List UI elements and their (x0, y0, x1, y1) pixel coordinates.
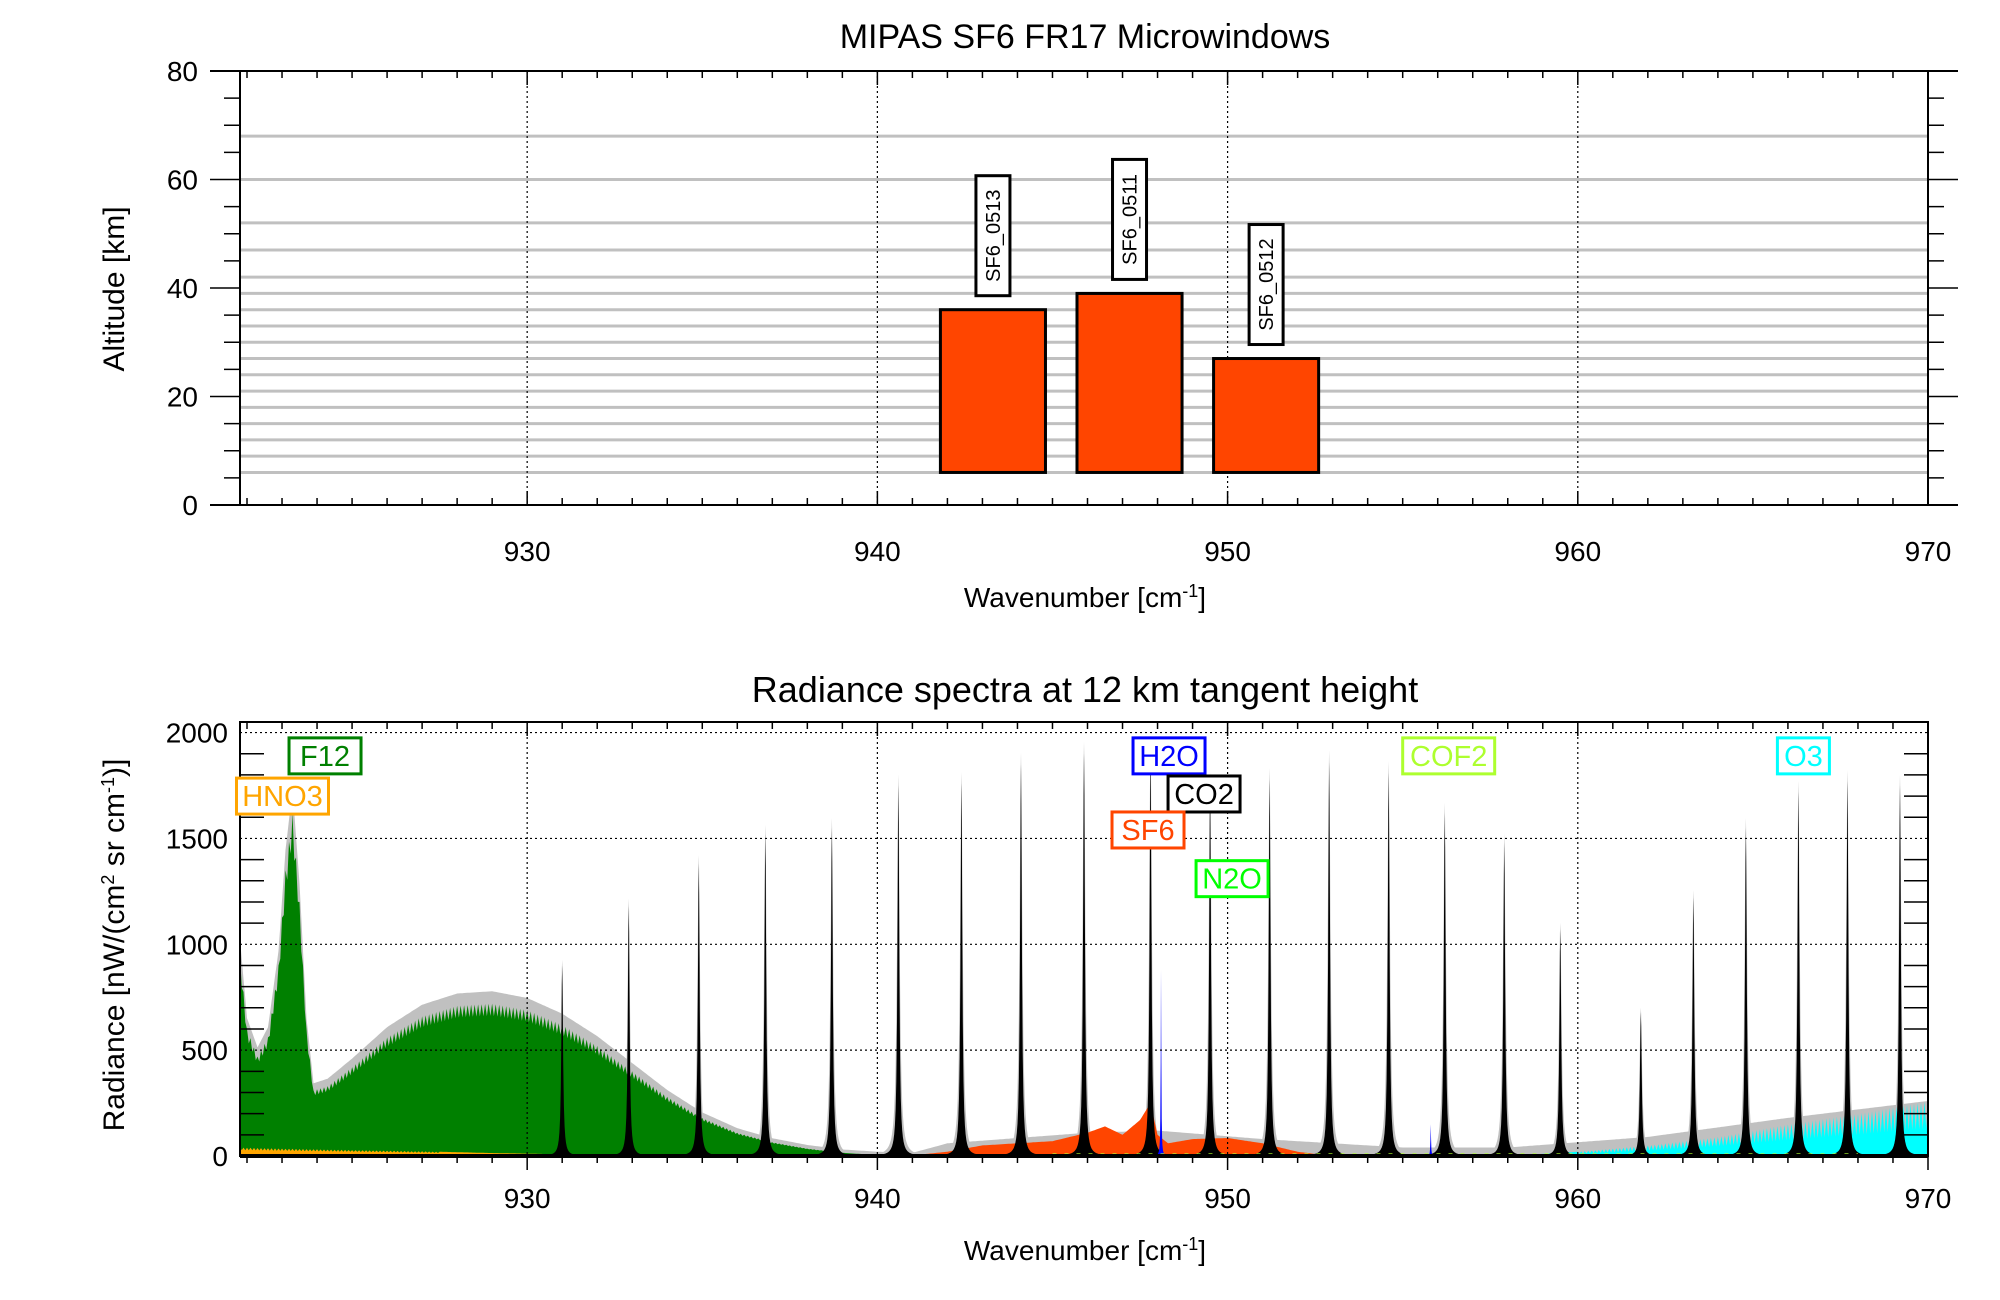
co2-line (1062, 753, 1106, 1156)
x-tick-label: 960 (1554, 536, 1601, 567)
co2-line (1672, 897, 1715, 1156)
co2-line (677, 863, 720, 1156)
co2-line (1367, 772, 1410, 1156)
co2-line (744, 834, 787, 1156)
bottom-grid (240, 722, 1928, 1156)
y-tick-label: 80 (167, 56, 198, 87)
legend-box-co2 (1166, 774, 1242, 814)
co2-line (1189, 783, 1232, 1156)
microwindow-bar (938, 308, 1047, 474)
radiance-series (240, 737, 1928, 1156)
legend-label-hno3: HNO3 (242, 781, 323, 813)
bottom-axis-ticks: 930 940 950 960 970 0 500 1000 1500 2000 (166, 718, 1952, 1214)
top-plot-title: MIPAS SF6 FR17 Microwindows (840, 18, 1331, 56)
microwindow-label-box (1111, 157, 1149, 281)
x-tick-label: 930 (504, 1183, 551, 1214)
y-tick-label: 0 (212, 1141, 228, 1172)
x-tick-label: 970 (1905, 536, 1952, 567)
legend-label-f12: F12 (300, 741, 350, 773)
y-tick-label: 40 (167, 273, 198, 304)
top-axis-ticks: 930 940 950 960 970 0 20 40 60 80 (167, 56, 1958, 567)
co2-line (1777, 791, 1820, 1156)
bottom-y-axis-label: Radiance [nW/(cm2 sr cm-1)] (98, 759, 131, 1132)
legend-label-co2: CO2 (1174, 779, 1234, 811)
x-tick-label: 930 (504, 536, 551, 567)
co2-line (1308, 762, 1351, 1156)
co2-line (1619, 1012, 1662, 1156)
co2-line (1724, 827, 1767, 1156)
legend-box-cof2 (1401, 736, 1497, 776)
x-tick-label: 950 (1204, 536, 1251, 567)
co2-line (1129, 749, 1172, 1156)
f12-area (240, 813, 913, 1156)
hno3-area (240, 1147, 738, 1156)
radiance-plot: Radiance spectra at 12 km tangent height… (98, 669, 1951, 1266)
microwindow-label-box (1247, 223, 1285, 347)
y-tick-label: 60 (167, 165, 198, 196)
bottom-plot-title: Radiance spectra at 12 km tangent height (752, 669, 1418, 710)
o3-area (1507, 1100, 1928, 1156)
legend-label-o3: O3 (1784, 741, 1823, 773)
y-tick-label: 2000 (166, 718, 228, 749)
co2-line (607, 906, 650, 1156)
h2o-line (1409, 1124, 1452, 1156)
microwindow-bar (1212, 357, 1321, 474)
top-y-axis-label: Altitude [km] (98, 206, 131, 371)
co2-line (810, 827, 853, 1156)
x-tick-label: 970 (1905, 1183, 1952, 1214)
legend-box-hno3 (234, 776, 330, 816)
legend-label-n2o: N2O (1202, 864, 1262, 896)
co2-line (1423, 813, 1466, 1156)
microwindow-label: SF6_0513 (983, 190, 1005, 282)
legend-box-n2o (1194, 859, 1270, 899)
legend-label-cof2: COF2 (1410, 741, 1487, 773)
legend-box-o3 (1775, 736, 1831, 776)
top-x-axis-label: Wavenumber [cm-1] (964, 581, 1206, 613)
microwindow-label: SF6_0512 (1256, 238, 1278, 330)
y-tick-label: 0 (182, 490, 198, 521)
microwindows-plot: MIPAS SF6 FR17 Microwindows SF6_0513 SF6_… (98, 18, 1958, 613)
x-tick-label: 950 (1204, 1183, 1251, 1214)
bottom-x-axis-label: Wavenumber [cm-1] (964, 1234, 1206, 1266)
h2o-line (1140, 969, 1183, 1156)
legend-label-sf6: SF6 (1121, 815, 1174, 847)
legend-box-sf6 (1110, 810, 1186, 850)
co2-line (1878, 785, 1921, 1156)
microwindow-label: SF6_0511 (1120, 174, 1142, 265)
legend-label-h2o: H2O (1139, 741, 1199, 773)
x-tick-label: 940 (854, 1183, 901, 1214)
co2-line (877, 785, 920, 1156)
co2-line (940, 783, 983, 1156)
co2-line (1483, 842, 1526, 1156)
y-tick-label: 20 (167, 382, 198, 413)
co2-line (1826, 781, 1869, 1156)
co2-line (999, 764, 1042, 1156)
co2-line (1248, 779, 1291, 1156)
legend-box-h2o (1131, 736, 1207, 776)
microwindow-bars: SF6_0513 SF6_0511 SF6_0512 (938, 157, 1321, 474)
y-tick-label: 1500 (166, 823, 228, 854)
microwindow-bar (1075, 291, 1184, 474)
legend-box-f12 (287, 736, 363, 776)
co2-line (541, 965, 584, 1156)
x-tick-label: 940 (854, 536, 901, 567)
y-tick-label: 500 (181, 1035, 228, 1066)
x-tick-label: 960 (1554, 1183, 1601, 1214)
y-tick-label: 1000 (166, 929, 228, 960)
co2-line (1539, 929, 1582, 1156)
microwindow-label-box (974, 174, 1012, 298)
sf6-area (905, 1103, 1333, 1156)
